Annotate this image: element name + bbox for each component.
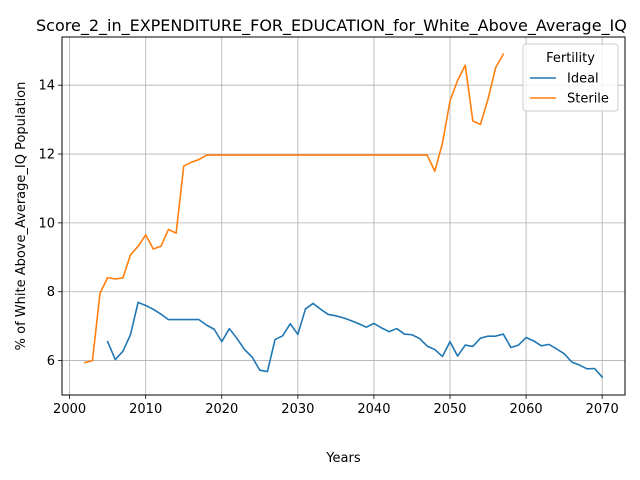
y-axis-label: % of White Above_Average_IQ Population (14, 82, 29, 351)
plot-frame (61, 36, 626, 396)
x-tick-label: 2070 (586, 402, 619, 417)
series-lines (83, 53, 604, 379)
series-line-ideal (106, 301, 604, 379)
chart-title: Score_2_in_EXPENDITURE_FOR_EDUCATION_for… (36, 16, 627, 36)
series-line-sterile (83, 53, 505, 364)
x-tick-label: 2020 (205, 402, 238, 417)
x-tick-label: 2060 (510, 402, 543, 417)
legend: Fertility Ideal Sterile (522, 43, 619, 112)
y-axis: 6 8 10 12 14 (38, 79, 62, 369)
x-tick-label: 2050 (433, 402, 466, 417)
legend-label-ideal: Ideal (567, 72, 599, 87)
x-tick-label: 2010 (129, 402, 162, 417)
y-tick-label: 10 (38, 216, 55, 231)
y-tick-label: 14 (38, 79, 55, 94)
x-axis: 2000 2010 2020 2030 2040 2050 2060 2070 (53, 395, 619, 417)
legend-box (522, 43, 619, 112)
x-axis-label: Years (325, 451, 361, 466)
y-tick-label: 12 (38, 148, 55, 163)
x-tick-label: 2040 (357, 402, 390, 417)
y-tick-label: 6 (47, 354, 55, 369)
y-tick-label: 8 (47, 285, 55, 300)
legend-label-sterile: Sterile (567, 92, 609, 107)
x-tick-label: 2030 (281, 402, 314, 417)
legend-title: Fertility (546, 51, 595, 66)
x-tick-label: 2000 (53, 402, 86, 417)
